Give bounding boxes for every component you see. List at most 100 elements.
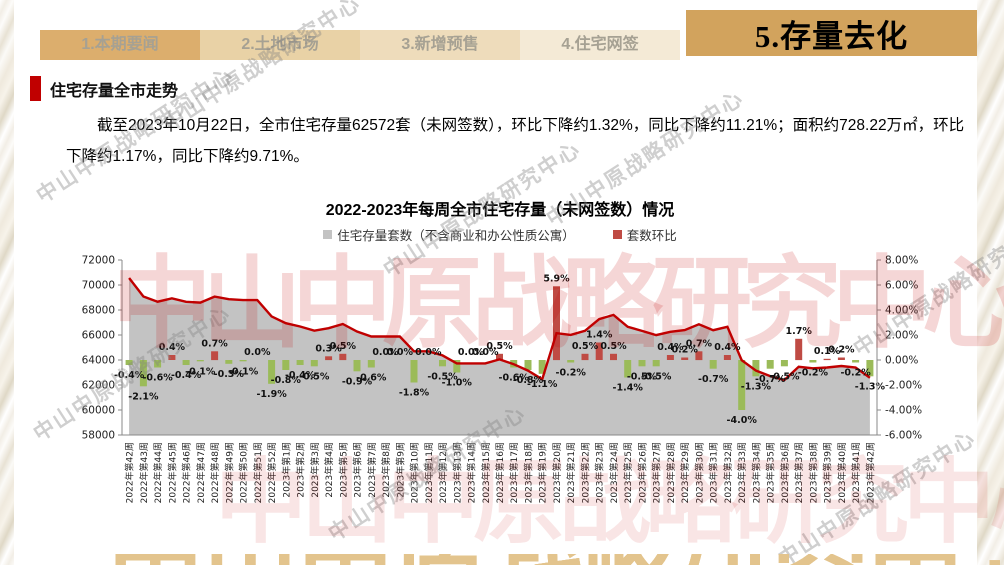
tab-residential-signing[interactable]: 4.住宅网签 — [520, 30, 680, 60]
svg-text:2023年第21周: 2023年第21周 — [565, 442, 577, 503]
svg-text:0.0%: 0.0% — [387, 347, 414, 358]
svg-text:-4.0%: -4.0% — [727, 415, 758, 426]
svg-text:2023年第11周: 2023年第11周 — [423, 442, 435, 503]
svg-text:2023年第15周: 2023年第15周 — [480, 442, 492, 503]
page-title[interactable]: 5.存量去化 — [686, 10, 977, 56]
svg-text:0.4%: 0.4% — [714, 342, 741, 353]
svg-text:1.7%: 1.7% — [786, 326, 813, 337]
svg-text:-0.8%: -0.8% — [271, 375, 302, 386]
svg-text:-0.3%: -0.3% — [214, 369, 245, 380]
svg-text:0.7%: 0.7% — [686, 338, 713, 349]
svg-text:2023年第18周: 2023年第18周 — [523, 442, 535, 503]
section-header: 住宅存量全市走势 — [30, 76, 178, 101]
svg-text:2023年第27周: 2023年第27周 — [651, 442, 663, 503]
svg-text:-6.00%: -6.00% — [885, 430, 922, 442]
right-texture-strip — [977, 0, 1004, 565]
section-title: 住宅存量全市走势 — [50, 82, 179, 100]
svg-text:0.0%: 0.0% — [372, 347, 399, 358]
svg-text:-1.3%: -1.3% — [741, 381, 772, 392]
svg-text:2023年第9周: 2023年第9周 — [394, 442, 406, 498]
svg-text:0.3%: 0.3% — [315, 343, 342, 354]
chart-legend: 住宅存量套数（不含商业和办公性质公寓） 套数环比 — [125, 225, 875, 244]
svg-text:0.00%: 0.00% — [885, 355, 918, 367]
svg-text:2023年第8周: 2023年第8周 — [380, 442, 392, 498]
svg-text:-0.1%: -0.1% — [185, 366, 216, 377]
tab-headline-news[interactable]: 1.本期要闻 — [40, 30, 200, 60]
svg-text:8.00%: 8.00% — [885, 255, 918, 267]
svg-text:2023年第29周: 2023年第29周 — [679, 442, 691, 503]
svg-text:-0.5%: -0.5% — [427, 371, 458, 382]
svg-text:2023年第31周: 2023年第31周 — [708, 442, 720, 503]
svg-text:2022年第46周: 2022年第46周 — [181, 442, 193, 503]
tab-land-market[interactable]: 2.土地市场 — [200, 30, 360, 60]
svg-text:2023年第14周: 2023年第14周 — [466, 442, 478, 503]
hoh-bars — [125, 286, 874, 410]
svg-text:0.0%: 0.0% — [458, 347, 485, 358]
svg-text:62000: 62000 — [82, 380, 115, 392]
svg-text:2022年第50周: 2022年第50周 — [238, 442, 250, 503]
svg-text:2023年第30周: 2023年第30周 — [693, 442, 705, 503]
svg-text:-0.1%: -0.1% — [228, 366, 259, 377]
svg-text:2022年第45周: 2022年第45周 — [166, 442, 178, 503]
svg-text:2023年第38周: 2023年第38周 — [807, 442, 819, 503]
svg-text:2023年第17周: 2023年第17周 — [508, 442, 520, 503]
svg-text:-0.5%: -0.5% — [769, 371, 800, 382]
svg-text:-0.6%: -0.6% — [142, 373, 173, 384]
svg-text:-0.5%: -0.5% — [641, 371, 672, 382]
svg-text:58000: 58000 — [82, 430, 115, 442]
nav-tab-bar: 1.本期要闻 2.土地市场 3.新增预售 4.住宅网签 — [40, 30, 680, 60]
svg-text:2023年第3周: 2023年第3周 — [309, 442, 321, 498]
svg-text:0.2%: 0.2% — [828, 345, 855, 356]
stock-line — [128, 277, 871, 382]
inventory-combo-chart: -0.4%-2.1%-0.6%0.4%-0.4%-0.1%0.7%-0.3%-0… — [82, 255, 923, 504]
svg-text:2023年第33周: 2023年第33周 — [736, 442, 748, 503]
svg-text:70000: 70000 — [82, 280, 115, 292]
svg-text:-4.00%: -4.00% — [885, 405, 922, 417]
svg-text:0.7%: 0.7% — [201, 338, 228, 349]
svg-text:2023年第6周: 2023年第6周 — [352, 442, 364, 498]
svg-text:-0.2%: -0.2% — [798, 368, 829, 379]
svg-text:2023年第25周: 2023年第25周 — [622, 442, 634, 503]
svg-text:0.0%: 0.0% — [472, 347, 499, 358]
summary-paragraph: 截至2023年10月22日，全市住宅存量62572套（未网签数），环比下降约1.… — [66, 117, 965, 165]
legend-swatch-stock — [323, 230, 333, 239]
svg-text:2023年第42周: 2023年第42周 — [864, 442, 876, 503]
svg-text:-2.1%: -2.1% — [128, 391, 159, 402]
section-marker-bar — [30, 76, 41, 101]
svg-text:-0.8%: -0.8% — [513, 375, 544, 386]
svg-text:2.00%: 2.00% — [885, 330, 918, 342]
svg-text:2023年第41周: 2023年第41周 — [850, 442, 862, 503]
svg-text:2023年第36周: 2023年第36周 — [779, 442, 791, 503]
svg-text:2023年第20周: 2023年第20周 — [551, 442, 563, 503]
svg-text:0.1%: 0.1% — [814, 346, 841, 357]
svg-text:2023年第26周: 2023年第26周 — [637, 442, 649, 503]
svg-text:-0.7%: -0.7% — [755, 374, 786, 385]
legend-label-stock: 住宅存量套数（不含商业和办公性质公寓） — [337, 229, 575, 243]
svg-text:-0.5%: -0.5% — [627, 371, 658, 382]
svg-text:2023年第16周: 2023年第16周 — [494, 442, 506, 503]
svg-text:2023年第13周: 2023年第13周 — [451, 442, 463, 503]
legend-item-hoh: 套数环比 — [612, 225, 677, 244]
axes: 58000 60000 62000 64000 66000 68000 70000 72000… — [82, 255, 923, 442]
svg-text:2023年第5周: 2023年第5周 — [337, 442, 349, 498]
svg-text:64000: 64000 — [82, 355, 115, 367]
svg-text:2022年第43周: 2022年第43周 — [138, 442, 150, 503]
svg-text:2023年第2周: 2023年第2周 — [295, 442, 307, 498]
svg-text:0.5%: 0.5% — [600, 341, 627, 352]
svg-text:60000: 60000 — [82, 405, 115, 417]
svg-text:66000: 66000 — [82, 330, 115, 342]
svg-text:2023年第39周: 2023年第39周 — [822, 442, 834, 503]
svg-text:-0.4%: -0.4% — [285, 370, 316, 381]
svg-text:-0.9%: -0.9% — [342, 376, 373, 387]
tab-new-presale[interactable]: 3.新增预售 — [360, 30, 520, 60]
svg-text:2022年第52周: 2022年第52周 — [266, 442, 278, 503]
svg-text:2023年第32周: 2023年第32周 — [722, 442, 734, 503]
legend-swatch-hoh — [612, 230, 622, 239]
svg-text:2023年第34周: 2023年第34周 — [750, 442, 762, 503]
bar-labels: -0.4%-2.1%-0.6%0.4%-0.4%-0.1%0.7%-0.3%-0… — [114, 273, 886, 426]
svg-text:0.5%: 0.5% — [330, 341, 357, 352]
svg-text:0.4%: 0.4% — [159, 342, 186, 353]
svg-text:2022年第49周: 2022年第49周 — [223, 442, 235, 503]
svg-text:-1.9%: -1.9% — [256, 389, 287, 400]
